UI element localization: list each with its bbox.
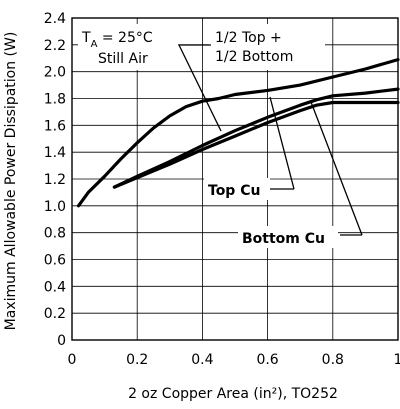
y-axis-title: Maximum Allowable Power Dissipation (W) bbox=[3, 32, 19, 331]
label-half-top-line1: 1/2 Top + bbox=[215, 30, 282, 46]
x-tick-label: 0 bbox=[68, 352, 77, 368]
y-tick-label: 0.8 bbox=[44, 226, 66, 242]
x-tick-label: 0.6 bbox=[256, 352, 278, 368]
leader-top-cu-slant bbox=[269, 96, 295, 190]
y-tick-label: 1.2 bbox=[44, 172, 66, 188]
leader-bottom-cu-slant bbox=[310, 101, 363, 236]
x-tick-label: 1 bbox=[394, 352, 400, 368]
label-bg-bottom-cu bbox=[238, 226, 338, 248]
y-tick-label: 2.0 bbox=[44, 65, 66, 81]
y-tick-label: 1.4 bbox=[44, 145, 66, 161]
series-line-top-cu bbox=[112, 87, 400, 189]
plot-frame bbox=[71, 17, 399, 341]
series-line-bottom-cu bbox=[112, 100, 400, 189]
ta-value: = 25°C bbox=[97, 30, 152, 46]
note-background bbox=[78, 24, 178, 70]
y-tick-labels: 0 0.2 0.4 0.6 0.8 1.0 1.2 1.4 1.6 1.8 2.0 2.2 2.4 bbox=[44, 11, 66, 349]
series-line-half-top-half-bottom bbox=[76, 57, 400, 208]
label-bg-top-cu bbox=[204, 178, 270, 200]
x-tick-labels: 0 0.2 0.4 0.6 0.8 1 bbox=[68, 352, 400, 368]
y-tick-label: 0.6 bbox=[44, 253, 66, 269]
y-tick-label: 2.2 bbox=[44, 38, 66, 54]
ta-symbol: T bbox=[81, 30, 91, 46]
series-lines bbox=[76, 57, 400, 208]
y-tick-label: 1.6 bbox=[44, 118, 66, 134]
y-tick-label: 2.4 bbox=[44, 11, 66, 27]
x-axis-title: 2 oz Copper Area (in²), TO252 bbox=[128, 386, 338, 402]
label-half-bottom-line2: 1/2 Bottom bbox=[215, 49, 293, 65]
ambient-temperature-note: TA = 25°C bbox=[81, 30, 153, 50]
label-top-cu: Top Cu bbox=[208, 183, 260, 199]
x-tick-label: 0.2 bbox=[126, 352, 148, 368]
x-tick-label: 0.8 bbox=[322, 352, 344, 368]
y-tick-label: 0.2 bbox=[44, 306, 66, 322]
x-tick-label: 0.4 bbox=[191, 352, 213, 368]
still-air-note: Still Air bbox=[98, 51, 148, 67]
y-tick-label: 0.4 bbox=[44, 279, 66, 295]
label-bg-half-top-bottom bbox=[209, 24, 325, 70]
ta-subscript: A bbox=[91, 39, 98, 50]
y-tick-label: 1.0 bbox=[44, 199, 66, 215]
y-tick-label: 1.8 bbox=[44, 92, 66, 108]
y-tick-label: 0 bbox=[57, 333, 66, 349]
leader-half-top-bottom-slant bbox=[178, 44, 222, 132]
label-bottom-cu: Bottom Cu bbox=[242, 231, 325, 247]
